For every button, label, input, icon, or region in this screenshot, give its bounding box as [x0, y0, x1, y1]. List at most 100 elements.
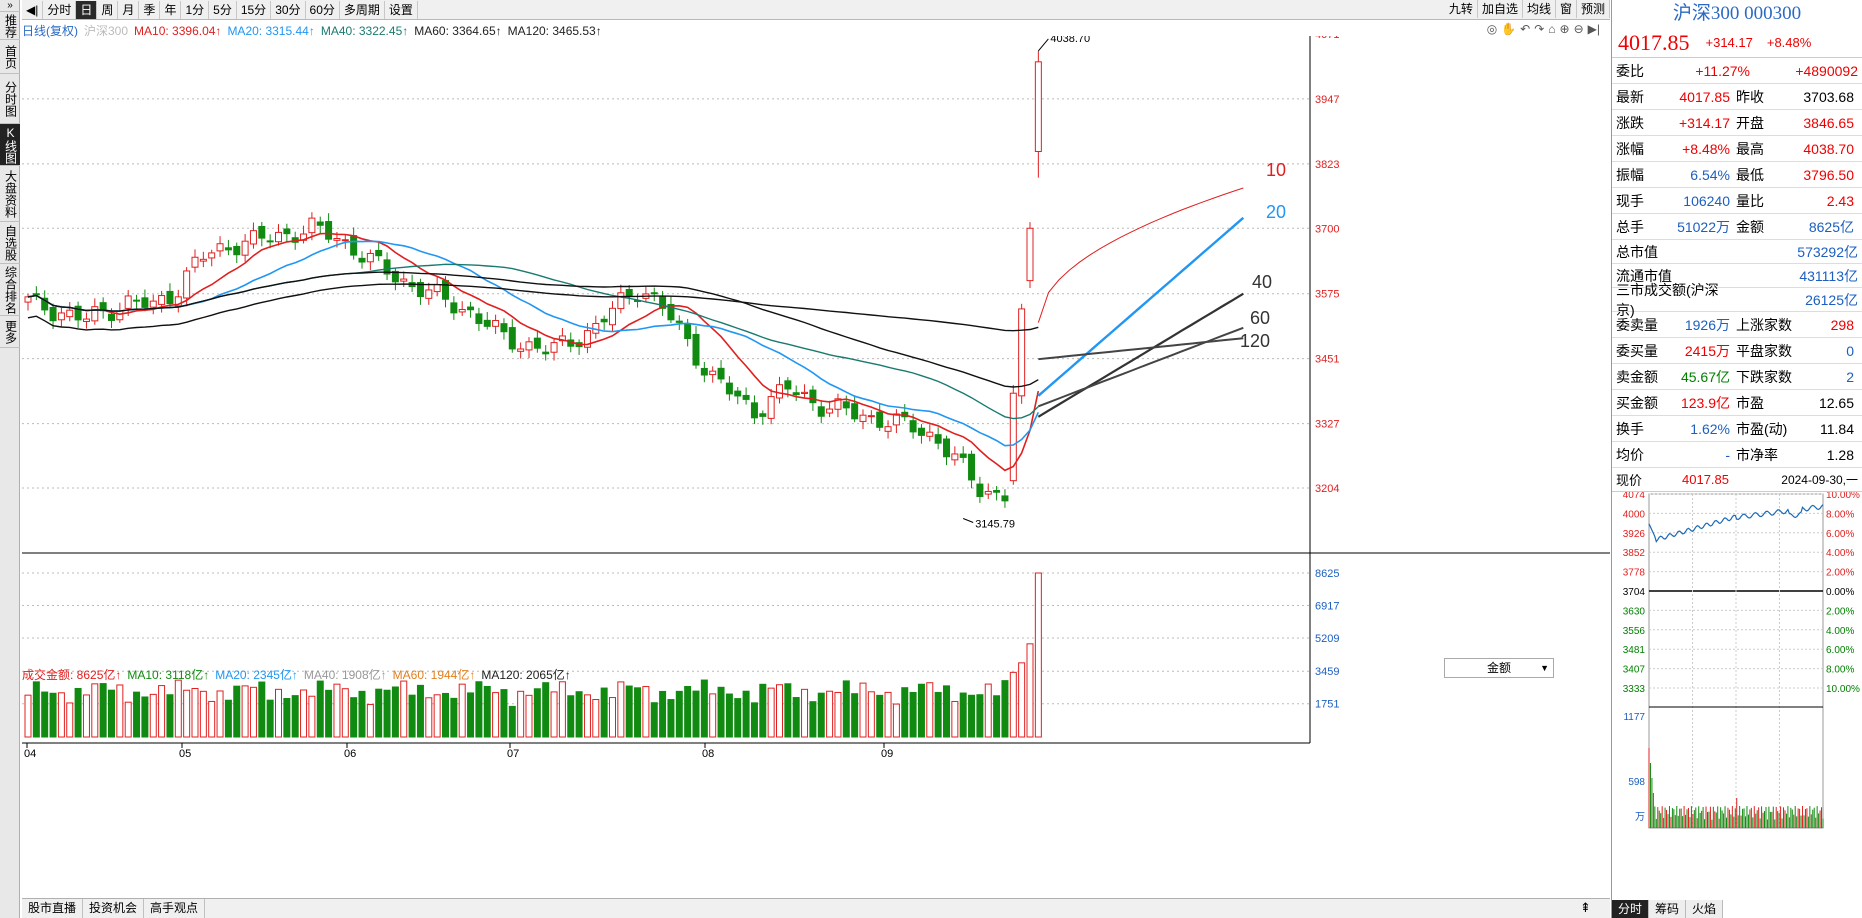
- zoom-out-icon[interactable]: ⊖: [1573, 22, 1584, 36]
- cap-row: 总市值 573292亿: [1612, 240, 1862, 264]
- volume-bar: [776, 684, 783, 738]
- period-tab-2[interactable]: 周: [97, 0, 119, 19]
- period-tab-1[interactable]: 日: [76, 0, 98, 19]
- volume-bar: [291, 695, 299, 738]
- candle-body: [809, 389, 817, 404]
- candle-body: [750, 402, 758, 419]
- undo-icon[interactable]: ↶: [1520, 22, 1531, 36]
- period-tab-6[interactable]: 1分: [181, 0, 210, 19]
- mini-left-tick: 3630: [1623, 606, 1646, 617]
- nav-item-1[interactable]: 首页: [0, 40, 20, 74]
- collapse-icon[interactable]: »: [0, 0, 20, 12]
- period-tab-9[interactable]: 30分: [271, 0, 306, 19]
- volume-bar: [66, 702, 74, 738]
- candle-body: [416, 282, 424, 298]
- volume-bar: [32, 681, 40, 738]
- breadth-row: 委买量 2415万 平盘家数 0: [1612, 338, 1862, 364]
- volume-bar: [759, 683, 767, 738]
- quote-label: 金额: [1736, 218, 1764, 235]
- period-tab-11[interactable]: 多周期: [340, 0, 385, 19]
- candle-body: [32, 293, 40, 296]
- redo-icon[interactable]: ↷: [1534, 22, 1545, 36]
- candle-body: [609, 307, 616, 326]
- breadth-value: 1926万: [1684, 316, 1730, 333]
- month-tick: 07: [507, 748, 519, 760]
- kline-chart[interactable]: 4071 3947 3823 3700 3575 3451 3327 3204 8625 6917…: [22, 36, 1610, 898]
- nav-item-7[interactable]: 更多: [0, 316, 20, 348]
- period-tab-12[interactable]: 设置: [385, 0, 418, 19]
- period-tab-10[interactable]: 60分: [306, 0, 340, 19]
- mini-tab-0[interactable]: 分时: [1612, 900, 1650, 918]
- volume-bar: [375, 688, 383, 738]
- volume-bar: [750, 702, 758, 738]
- candle-body: [625, 288, 633, 297]
- quote-value: +8.48%: [1682, 140, 1730, 157]
- nav-item-3[interactable]: K线图: [0, 124, 20, 166]
- volume-bar: [1034, 572, 1042, 738]
- legend-ma40: MA40: 3322.45↑: [320, 24, 409, 38]
- volume-bar: [1018, 662, 1026, 738]
- period-tab-8[interactable]: 15分: [237, 0, 272, 19]
- zoom-in-icon[interactable]: ⊕: [1559, 22, 1570, 36]
- volume-bar: [174, 679, 182, 738]
- eye-icon[interactable]: ◎: [1486, 22, 1498, 36]
- legend-period[interactable]: 日线(复权): [22, 24, 78, 38]
- breadth-label: 买金额: [1616, 394, 1658, 411]
- breadth-label: 平盘家数: [1736, 342, 1792, 359]
- scroll-top-icon[interactable]: ⇞: [1580, 900, 1591, 915]
- candle-body: [49, 306, 57, 322]
- vol-selector[interactable]: 金额 ▼: [1444, 658, 1554, 678]
- volume-bar: [767, 687, 775, 738]
- period-tab-5[interactable]: 年: [160, 0, 182, 19]
- volume-bar: [391, 686, 399, 738]
- volume-bar: [341, 688, 349, 738]
- toolbar-right-2[interactable]: 均线: [1523, 0, 1556, 18]
- cap-label: 三市成交额(沪深京): [1616, 281, 1719, 318]
- toolbar-right-1[interactable]: 加自选: [1478, 0, 1523, 18]
- nav-item-5[interactable]: 自选股: [0, 222, 20, 264]
- volume-bar: [99, 683, 107, 738]
- weibi-pct: +11.27%: [1695, 62, 1750, 79]
- ma-legend: 日线(复权) 沪深300 MA10: 3396.04↑ MA20: 3315.44↑ M…: [22, 22, 608, 39]
- breadth-label: 市净率: [1736, 446, 1778, 463]
- mini-tab-1[interactable]: 筹码: [1649, 900, 1687, 918]
- candle-body: [283, 228, 291, 235]
- period-tab-0[interactable]: 分时: [43, 0, 77, 19]
- bottom-tab-2[interactable]: 高手观点: [144, 899, 206, 918]
- toolbar-right-4[interactable]: 预测: [1577, 0, 1610, 18]
- period-tab-3[interactable]: 月: [118, 0, 140, 19]
- mini-vol-tick: 598: [1628, 777, 1645, 788]
- vol-tick: 6917: [1315, 600, 1339, 612]
- nav-item-4[interactable]: 大盘资料: [0, 166, 20, 222]
- volume-bar: [742, 690, 750, 738]
- candle-body: [500, 323, 508, 333]
- candle-body: [467, 306, 475, 311]
- volume-bar: [24, 694, 32, 738]
- candle-body: [533, 337, 541, 349]
- nav-item-2[interactable]: 分时图: [0, 74, 20, 124]
- period-tab-4[interactable]: 季: [139, 0, 161, 19]
- volume-bar: [283, 698, 291, 738]
- nav-item-0[interactable]: 推荐: [0, 12, 20, 40]
- next-icon[interactable]: ▶|: [1587, 22, 1600, 36]
- vol-tick: 5209: [1315, 633, 1339, 645]
- quote-row: 现手 106240 量比 2.43: [1612, 188, 1862, 214]
- bottom-tab-1[interactable]: 投资机会: [83, 899, 145, 918]
- chart-tools: ◎ ✋ ↶ ↷ ⌂ ⊕ ⊖ ▶|: [1487, 22, 1600, 36]
- nav-item-6[interactable]: 综合排名: [0, 264, 20, 316]
- volume-bar: [216, 690, 224, 738]
- lock-icon[interactable]: ⌂: [1548, 22, 1556, 36]
- volume-bar: [400, 680, 408, 738]
- toolbar-right-3[interactable]: 窗: [1556, 0, 1577, 18]
- mini-date: 2024-09-30,一: [1781, 473, 1858, 487]
- mini-tab-2[interactable]: 火焰: [1686, 900, 1724, 918]
- bottom-tab-0[interactable]: 股市直播: [22, 899, 84, 918]
- candle-body: [74, 305, 82, 321]
- hand-icon[interactable]: ✋: [1501, 22, 1517, 36]
- intraday-chart[interactable]: 4074 10.00% 4000 8.00% 3926 6.00% 3852 4.00% 377…: [1612, 490, 1862, 830]
- volume-bar: [467, 692, 475, 738]
- volume-bar: [116, 684, 124, 738]
- prev-icon[interactable]: ◀|: [22, 0, 44, 19]
- period-tab-7[interactable]: 5分: [209, 0, 237, 19]
- toolbar-right-0[interactable]: 九转: [1445, 0, 1478, 18]
